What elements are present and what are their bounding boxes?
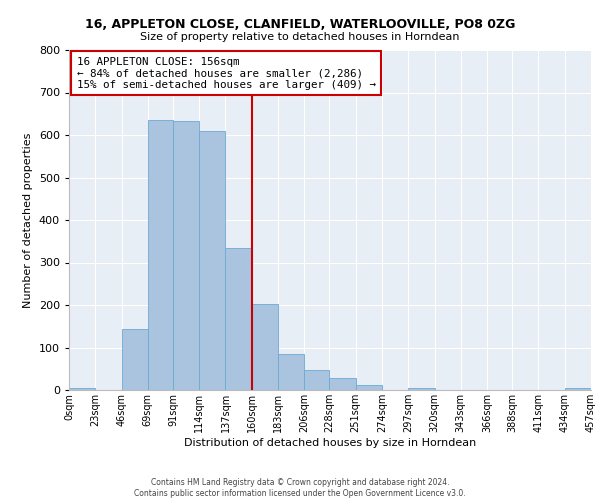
Bar (304, 370, 329, 390)
Bar (329, 378, 356, 390)
Text: 16, APPLETON CLOSE, CLANFIELD, WATERLOOVILLE, PO8 0ZG: 16, APPLETON CLOSE, CLANFIELD, WATERLOOV… (85, 18, 515, 30)
Bar (408, 388, 434, 390)
Bar (252, 304, 278, 390)
Bar (278, 354, 304, 390)
Text: Contains HM Land Registry data © Crown copyright and database right 2024.
Contai: Contains HM Land Registry data © Crown c… (134, 478, 466, 498)
X-axis label: Distribution of detached houses by size in Horndean: Distribution of detached houses by size … (184, 438, 476, 448)
Text: 16 APPLETON CLOSE: 156sqm
← 84% of detached houses are smaller (2,286)
15% of se: 16 APPLETON CLOSE: 156sqm ← 84% of detac… (77, 57, 376, 90)
Bar (148, 120, 173, 390)
Bar (199, 130, 226, 390)
Bar (565, 388, 591, 390)
Bar (69, 388, 95, 390)
Bar (173, 122, 199, 390)
Bar (226, 248, 252, 390)
Bar (356, 385, 382, 390)
Bar (122, 329, 148, 390)
Text: Size of property relative to detached houses in Horndean: Size of property relative to detached ho… (140, 32, 460, 42)
Y-axis label: Number of detached properties: Number of detached properties (23, 132, 33, 308)
